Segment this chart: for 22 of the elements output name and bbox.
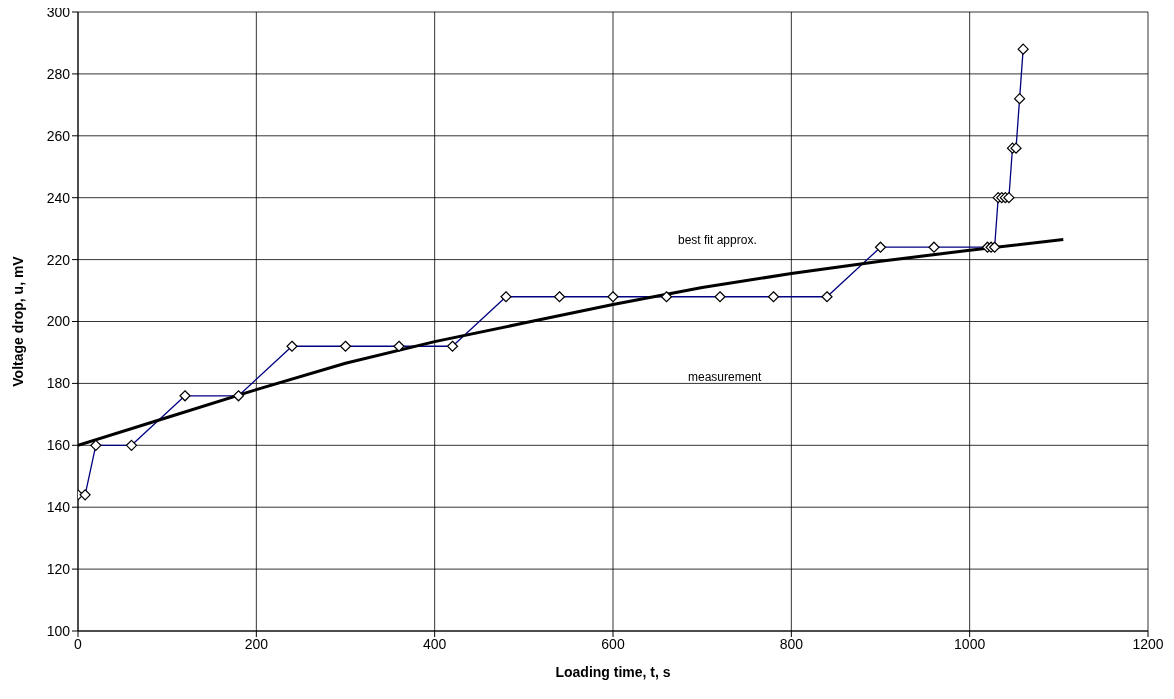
y-tick-label: 140	[46, 499, 71, 516]
y-tick-label: 220	[46, 251, 71, 268]
x-tick-label: 1200	[1132, 635, 1164, 652]
annotation: measurement	[688, 370, 763, 384]
y-tick-label: 260	[46, 127, 71, 144]
x-tick-label: 600	[601, 635, 625, 652]
y-tick-label: 240	[46, 189, 71, 206]
y-axis-title: Voltage drop, u, mV	[9, 255, 26, 387]
annotation: best fit approx.	[678, 233, 757, 247]
y-tick-label: 280	[46, 65, 71, 82]
y-tick-label: 160	[46, 437, 71, 454]
x-tick-label: 1000	[954, 635, 986, 652]
x-tick-label: 800	[779, 635, 804, 652]
y-tick-label: 200	[46, 313, 71, 330]
y-tick-label: 100	[46, 622, 71, 639]
y-tick-label: 180	[46, 375, 71, 392]
y-tick-label: 300	[46, 3, 71, 20]
x-tick-label: 200	[244, 635, 269, 652]
x-axis-title: Loading time, t, s	[555, 664, 671, 680]
y-tick-label: 120	[46, 561, 71, 578]
x-tick-label: 0	[74, 635, 83, 652]
x-tick-label: 400	[422, 635, 447, 652]
